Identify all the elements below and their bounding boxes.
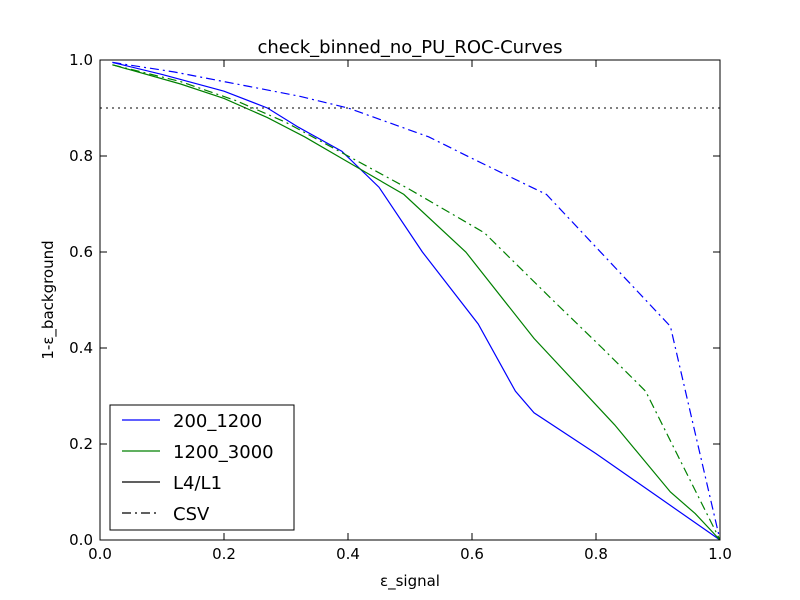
y-axis-label: 1-ε_background [39, 240, 58, 359]
legend-label: 1200_3000 [173, 442, 274, 463]
series-line-l4-l1-200_1200 [112, 61, 721, 541]
legend-label: L4/L1 [173, 473, 222, 494]
plot-series [112, 61, 721, 541]
x-tick-label: 0.8 [584, 545, 608, 563]
x-tick-label: 0.4 [336, 545, 360, 563]
x-axis-label: ε_signal [380, 572, 440, 591]
y-tick-label: 0.6 [69, 243, 93, 261]
series-line-csv-1200_3000 [112, 64, 721, 541]
y-tick-label: 0.0 [69, 531, 93, 549]
y-tick-label: 0.2 [69, 435, 93, 453]
x-tick-label: 1.0 [708, 545, 732, 563]
legend-box [109, 404, 295, 531]
legend-label: CSV [173, 504, 210, 525]
y-tick-label: 0.4 [69, 339, 93, 357]
chart-title: check_binned_no_PU_ROC-Curves [257, 37, 562, 58]
y-tick-label: 1.0 [69, 51, 93, 69]
series-line-csv-200_1200 [112, 61, 721, 541]
legend: 200_1200 1200_3000 L4/L1 CSV [109, 404, 295, 531]
x-tick-label: 0.0 [88, 545, 112, 563]
y-tick-label: 0.8 [69, 147, 93, 165]
plot-frame [99, 59, 721, 541]
axis-ticks: 0.0 0.2 0.4 0.6 0.8 1.0 0.0 0.2 0.4 0.6 0.8 1.0 [69, 51, 732, 563]
x-tick-label: 0.2 [212, 545, 236, 563]
x-tick-label: 0.6 [460, 545, 484, 563]
series-line-l4-l1-1200_3000 [112, 64, 721, 541]
legend-label: 200_1200 [173, 411, 262, 432]
